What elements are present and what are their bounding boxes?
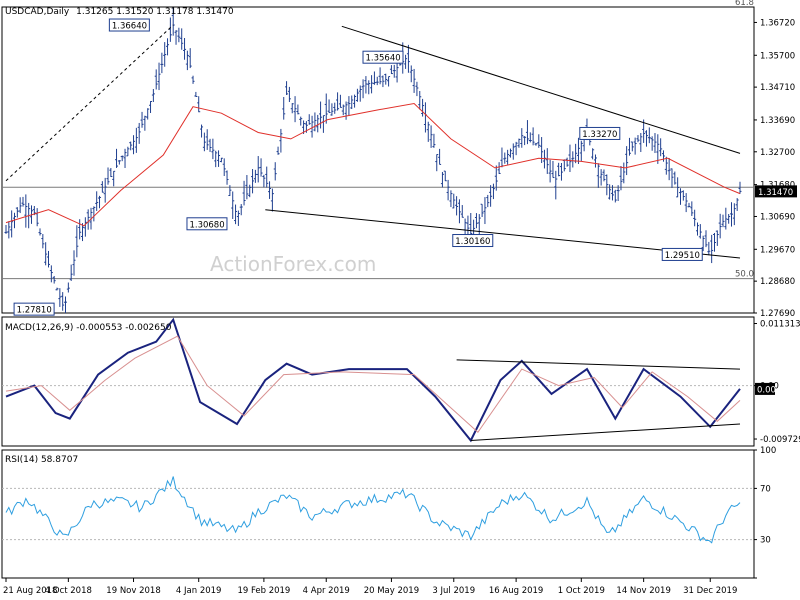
chart-symbol: USDCAD,Daily 1.31265 1.31520 1.31178 1.3… [5, 7, 234, 17]
annotation-box [186, 217, 228, 231]
rsi-tick-label: 30 [760, 536, 771, 546]
price-tick-label: 1.30690 [760, 212, 795, 222]
x-tick-label: 14 Nov 2019 [616, 586, 670, 596]
ohlc-label: 1.31265 1.31520 1.31178 1.31470 [76, 7, 234, 17]
price-trendline-2 [265, 209, 741, 259]
annotation-label: 1.33270 [582, 130, 617, 140]
annotation-box [661, 247, 703, 261]
annotation-label: 1.29510 [665, 251, 700, 261]
price-tick-label: 1.36720 [760, 18, 795, 28]
macd-title: MACD(12,26,9) -0.000553 -0.002650 [5, 323, 172, 333]
annotation-box [13, 302, 55, 316]
rsi-panel: 100 70 30 [2, 446, 776, 579]
price-panel: 1.367201.357001.347101.336901.327001.316… [2, 0, 797, 319]
rsi-line [5, 476, 741, 544]
x-tick-label: 20 May 2019 [364, 586, 419, 596]
price-tick-label: 1.28680 [760, 277, 795, 287]
x-tick-label: 19 Feb 2019 [237, 586, 290, 596]
x-tick-label: 4 Oct 2018 [45, 586, 92, 596]
rsi-tick-label: 70 [760, 484, 771, 494]
signal-line [5, 335, 741, 434]
price-bars [4, 7, 742, 314]
rsi-panel-frame [1, 449, 755, 579]
price-tick-label: 1.32700 [760, 148, 795, 158]
annotation-box [108, 18, 150, 32]
x-tick-label: 16 Aug 2019 [489, 586, 543, 596]
price-tick-label: 1.29670 [760, 245, 795, 255]
price-panel-frame [1, 6, 755, 314]
macd-tick-label: 0.011313 [760, 320, 800, 330]
rsi-tick-label: 100 [760, 446, 776, 456]
x-tick-label: 4 Jan 2019 [176, 586, 222, 596]
last-price-label: 1.31470 [758, 188, 793, 198]
annotation-label: 1.30160 [455, 237, 490, 247]
annotation-label: 1.35640 [366, 54, 401, 64]
price-trendline-0 [5, 24, 174, 182]
annotation-label: 1.30680 [189, 220, 224, 230]
macd-tick-label: -0.009729 [760, 435, 800, 445]
price-tick-label: 1.35700 [760, 51, 795, 61]
x-tick-label: 3 Jul 2019 [432, 586, 475, 596]
x-tick-label: 21 Aug 2018 [3, 586, 57, 596]
annotation-box [452, 234, 494, 248]
annotation-label: 1.36640 [112, 22, 147, 32]
annotation-label: 1.27810 [17, 306, 52, 316]
last-price-tag [755, 185, 797, 198]
watermark: ActionForex.com [210, 252, 376, 276]
annotation-box [362, 50, 404, 64]
fib-label: 61.8 [735, 0, 754, 8]
symbol-label: USDCAD,Daily [5, 7, 70, 17]
rsi-title: RSI(14) 58.8707 [5, 455, 78, 465]
moving-average-line [5, 102, 741, 227]
macd-line [5, 317, 741, 443]
price-tick-label: 1.33690 [760, 116, 795, 126]
macd-value-tag [755, 382, 775, 395]
fib-label: 50.0 [735, 270, 754, 280]
x-tick-label: 31 Dec 2019 [683, 586, 737, 596]
macd-panel-frame [1, 316, 755, 447]
price-tick-label: 1.27690 [760, 309, 795, 319]
x-tick-label: 19 Nov 2018 [106, 586, 160, 596]
macd-trendline-0 [456, 359, 741, 370]
annotation-box [579, 126, 621, 140]
macd-trendline-1 [470, 423, 741, 442]
price-trendline-1 [341, 25, 741, 154]
macd-value-label: 0.00 [757, 385, 776, 395]
price-tick-label: 1.34710 [760, 83, 795, 93]
x-tick-label: 4 Apr 2019 [303, 586, 350, 596]
x-tick-label: 1 Oct 2019 [558, 586, 605, 596]
